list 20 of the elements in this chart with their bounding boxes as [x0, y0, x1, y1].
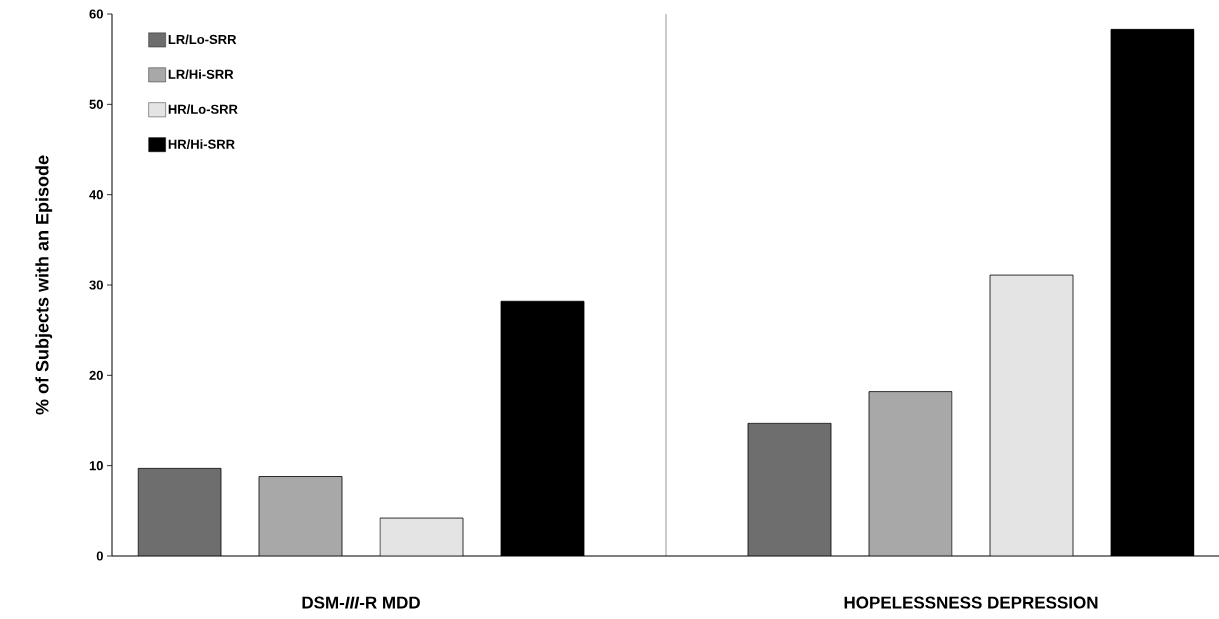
- x-tick-label: DSM-III-R MDD: [302, 596, 420, 609]
- y-tick-label: 10: [89, 461, 103, 471]
- y-tick-label: 50: [89, 99, 103, 109]
- y-tick-label: 60: [89, 9, 103, 19]
- bar: [747, 422, 832, 556]
- y-tick-label: 40: [89, 190, 103, 200]
- bar: [380, 518, 464, 556]
- legend-label: LR/Hi-SRR: [168, 69, 234, 80]
- y-tick-label: 0: [96, 551, 103, 561]
- legend-label: HR/Hi-SRR: [168, 139, 235, 149]
- bar: [989, 274, 1074, 556]
- bar: [138, 468, 221, 556]
- y-tick-label: 20: [89, 370, 103, 380]
- legend-label: LR/Lo-SRR: [168, 34, 237, 45]
- x-tick-label: HOPELESSNESS DEPRESSION: [844, 596, 1098, 609]
- bar: [259, 476, 342, 556]
- y-tick-label: 30: [89, 280, 103, 290]
- legend-label: HR/Lo-SRR: [168, 104, 238, 114]
- bar: [868, 391, 953, 556]
- y-axis-title: % of Subjects with an Episode: [35, 155, 53, 415]
